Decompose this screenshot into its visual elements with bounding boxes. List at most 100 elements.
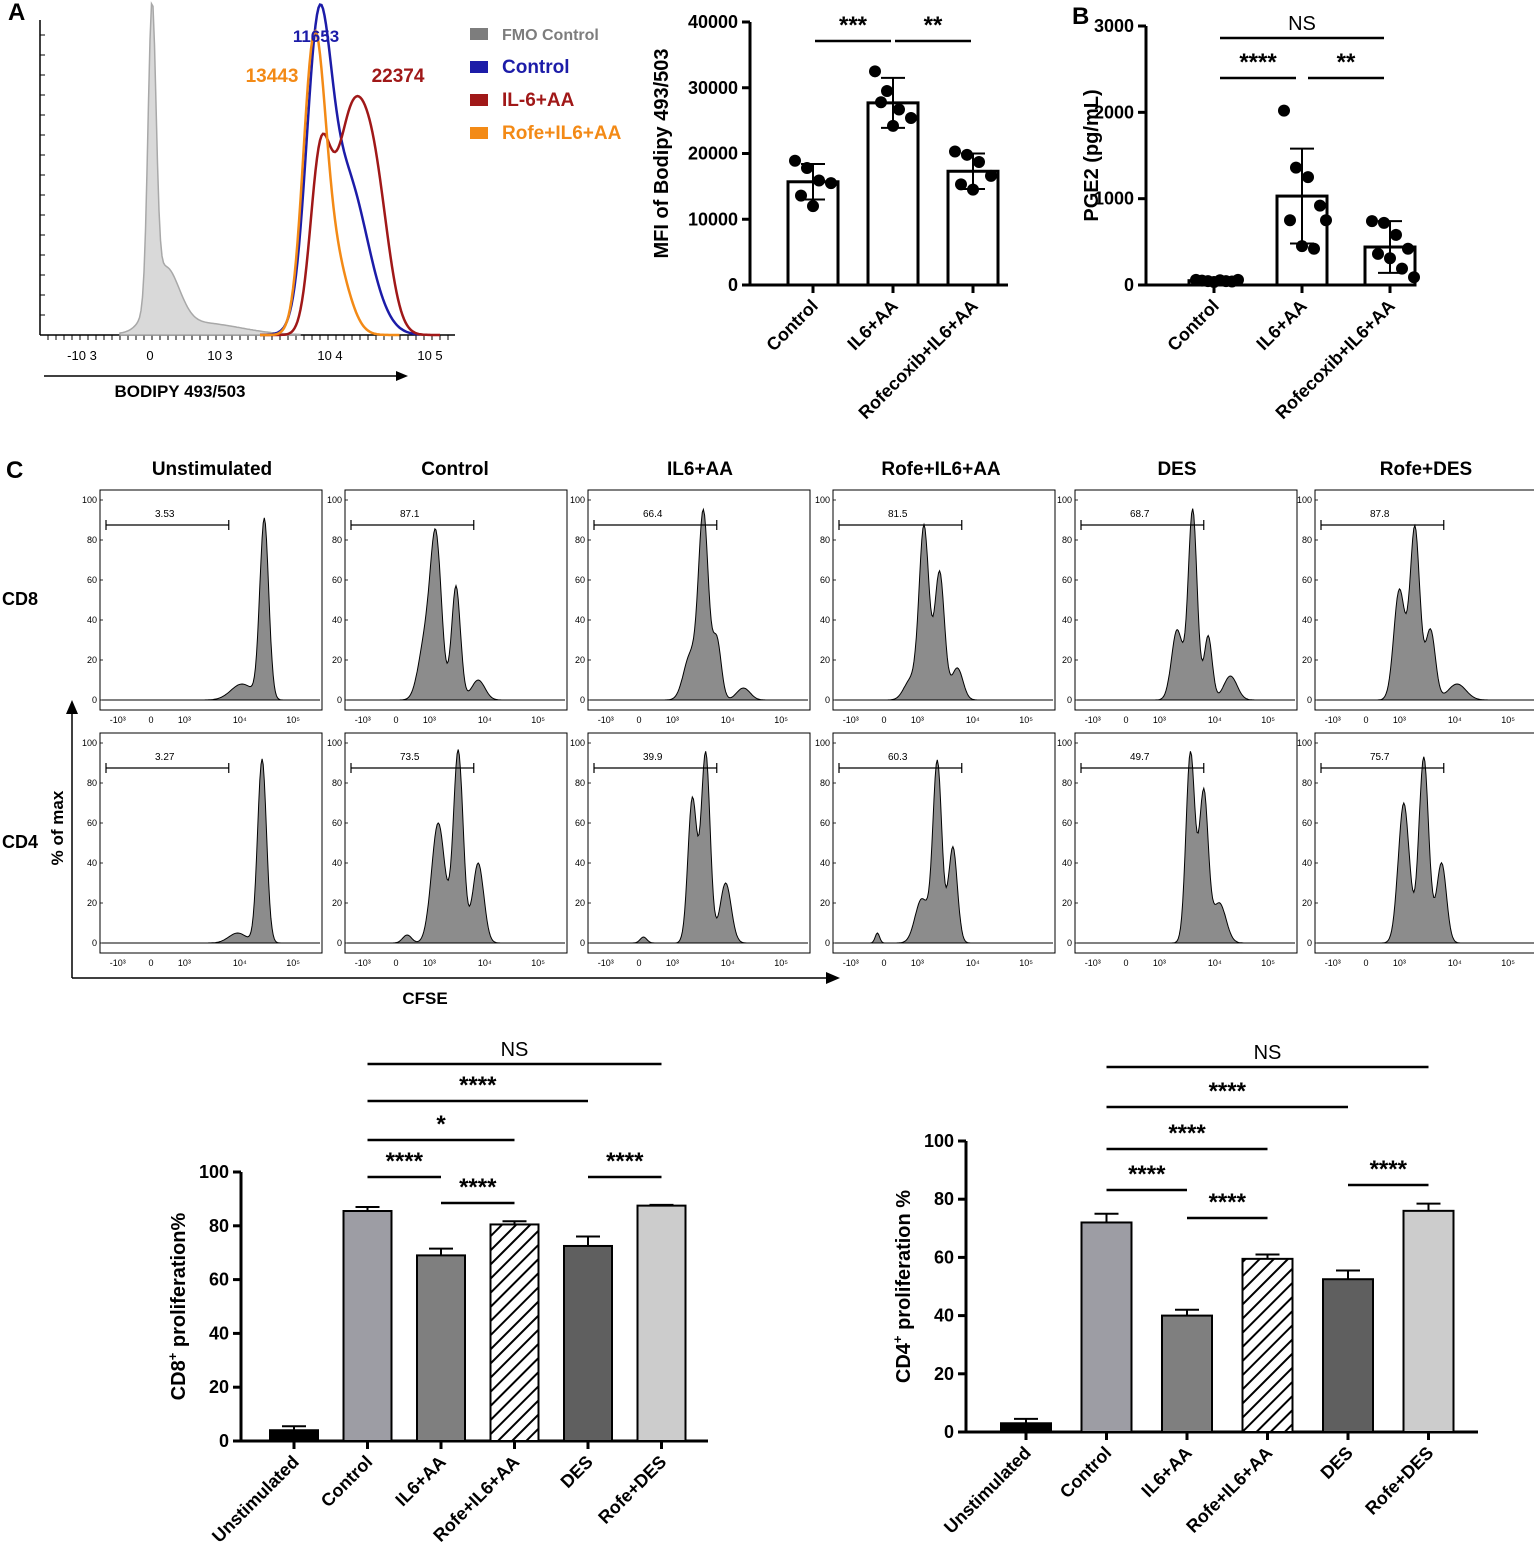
cfse-x-tick: 10⁴ <box>1448 958 1462 968</box>
cfse-y-tick: 20 <box>87 898 97 908</box>
cfse-y-tick: 20 <box>1302 655 1312 665</box>
cfse-histogram <box>1317 756 1534 944</box>
significance-label: ** <box>924 12 943 39</box>
cfse-y-tick: 40 <box>87 858 97 868</box>
cfse-y-tick: 0 <box>92 938 97 948</box>
data-point <box>801 161 813 174</box>
cfse-x-tick: 10³ <box>178 715 191 725</box>
significance-label: **** <box>386 1148 424 1175</box>
data-point <box>961 148 973 161</box>
cfse-x-tick: 10³ <box>666 715 679 725</box>
significance-label: **** <box>459 1072 497 1099</box>
y-tick-label: 0 <box>1124 275 1134 295</box>
cfse-x-tick: -10³ <box>843 715 859 725</box>
y-tick-label: 100 <box>199 1162 229 1182</box>
cfse-y-tick: 100 <box>82 738 97 748</box>
cfse-y-tick: 60 <box>575 575 585 585</box>
cfse-y-tick: 60 <box>820 575 830 585</box>
cfse-y-tick: 80 <box>87 535 97 545</box>
data-point <box>1378 216 1390 229</box>
cd8-bar-chart: 0 20 40 60 80 100 Unstimulated Control IL6+AA Rof… <box>165 1039 708 1546</box>
cfse-x-tick: 10⁴ <box>1208 715 1222 725</box>
cfse-x-tick: 10⁵ <box>1501 715 1515 725</box>
x-category-label: Control <box>762 296 821 355</box>
cfse-y-tick: 80 <box>332 778 342 788</box>
bar <box>342 1210 393 1442</box>
y-tick-label: 1000 <box>1094 189 1134 209</box>
bar <box>1241 1257 1294 1433</box>
cfse-x-tick: 0 <box>394 958 399 968</box>
cfse-y-tick: 100 <box>1297 495 1312 505</box>
significance-label: **** <box>606 1148 644 1175</box>
y-tick-label: 0 <box>944 1422 954 1442</box>
peak-label-il6aa: 22374 <box>372 66 425 87</box>
histogram-legend: FMO Control Control IL-6+AA Rofe+IL6+AA <box>470 27 622 144</box>
cfse-y-tick: 100 <box>1297 738 1312 748</box>
legend-swatch <box>470 61 488 73</box>
cfse-y-tick: 0 <box>580 695 585 705</box>
cfse-gate-value: 3.53 <box>155 509 175 520</box>
cfse-y-tick: 40 <box>820 858 830 868</box>
bar <box>1080 1221 1133 1433</box>
legend-swatch <box>470 28 488 40</box>
cfse-y-tick: 100 <box>815 495 830 505</box>
cfse-y-tick: 60 <box>1062 575 1072 585</box>
cfse-y-tick: 20 <box>1302 898 1312 908</box>
cfse-gate-value: 81.5 <box>888 509 908 520</box>
legend-label: Control <box>502 57 570 78</box>
data-point <box>1372 247 1384 260</box>
cfse-y-tick: 100 <box>327 495 342 505</box>
cfse-x-tick: 10⁴ <box>1448 715 1462 725</box>
panel-label-c: C <box>6 457 23 484</box>
cfse-y-tick: 80 <box>1062 535 1072 545</box>
x-category-label: Unstimulated <box>208 1452 303 1547</box>
cfse-y-tick: 60 <box>1302 575 1312 585</box>
y-tick-label: 80 <box>934 1189 954 1209</box>
y-tick-label: 40000 <box>688 12 738 32</box>
y-axis-label: PGE2 (pg/mL) <box>1081 89 1103 221</box>
cfse-gate-value: 49.7 <box>1130 752 1150 763</box>
significance-label: NS <box>501 1039 529 1061</box>
cfse-x-tick: 10⁵ <box>774 715 788 725</box>
y-tick-label: 20000 <box>688 144 738 164</box>
cfse-y-tick: 40 <box>332 615 342 625</box>
y-tick-label: 60 <box>209 1270 229 1290</box>
cfse-y-tick: 20 <box>575 655 585 665</box>
cfse-y-tick: 80 <box>1302 778 1312 788</box>
cfse-x-tick: 10⁴ <box>233 958 247 968</box>
cfse-y-tick: 60 <box>820 818 830 828</box>
cfse-histogram <box>1077 751 1295 944</box>
cfse-y-tick: 20 <box>87 655 97 665</box>
legend-label: FMO Control <box>502 27 599 44</box>
cfse-y-tick: 0 <box>1307 938 1312 948</box>
cfse-column-title: Control <box>421 459 489 480</box>
panel-label-a: A <box>8 0 25 26</box>
significance-label: ** <box>1337 49 1356 76</box>
cfse-y-tick: 40 <box>332 858 342 868</box>
cfse-y-tick: 40 <box>1062 615 1072 625</box>
cfse-x-tick: 10⁵ <box>1501 958 1515 968</box>
cfse-x-tick: 10³ <box>911 715 924 725</box>
cfse-y-tick: 100 <box>815 738 830 748</box>
cfse-y-tick: 40 <box>1062 858 1072 868</box>
data-point <box>813 174 825 187</box>
cfse-histogram <box>102 517 320 701</box>
cfse-x-tick: 10³ <box>666 958 679 968</box>
cfse-x-tick: 10⁴ <box>721 715 735 725</box>
cfse-x-tick: 10³ <box>1393 715 1406 725</box>
bar <box>489 1223 540 1442</box>
data-point <box>875 96 887 109</box>
x-category-label: Rofe+IL6+AA <box>1182 1443 1276 1537</box>
data-point <box>1196 274 1208 287</box>
cfse-y-tick: 40 <box>575 858 585 868</box>
bar <box>866 101 920 287</box>
y-tick-label: 40 <box>934 1306 954 1326</box>
x-category-label: IL6+AA <box>1252 296 1310 354</box>
cfse-y-tick: 0 <box>825 695 830 705</box>
cfse-y-tick: 60 <box>332 575 342 585</box>
bar <box>1161 1314 1213 1433</box>
y-tick-label: 80 <box>209 1216 229 1236</box>
